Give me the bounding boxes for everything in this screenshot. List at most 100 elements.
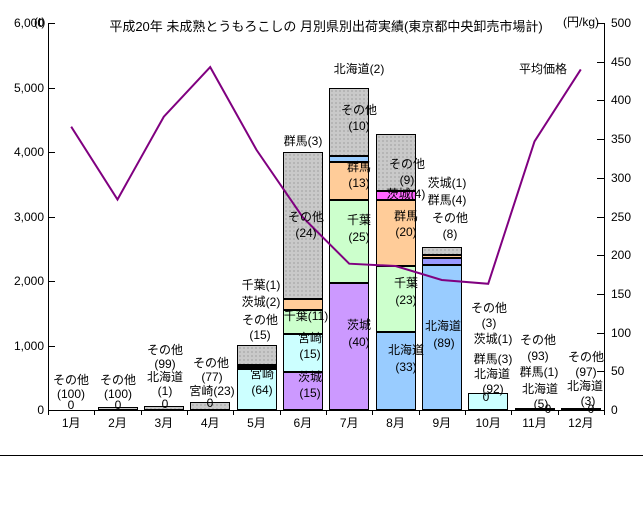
x-axis-tick xyxy=(48,410,49,415)
bar-segment-その他 xyxy=(190,401,231,410)
annotation: 茨城(1) xyxy=(427,176,467,190)
x-axis-tick xyxy=(94,410,96,415)
left-axis-tick-label: 1,000 xyxy=(13,338,44,353)
x-axis-month-label: 12月 xyxy=(568,416,594,430)
annotation: その他 xyxy=(146,343,183,357)
bottom-divider xyxy=(0,455,643,456)
annotation: その他 xyxy=(567,350,604,364)
annotation: 0 xyxy=(114,398,122,412)
left-axis-tick-label: 0 xyxy=(37,403,44,417)
annotation: 北海道 xyxy=(521,382,558,396)
right-axis-tick-label: 300 xyxy=(611,170,632,185)
x-axis-month-label: 8月 xyxy=(386,416,405,430)
annotation: 茨城(1) xyxy=(473,332,513,346)
annotation: 千葉(1) xyxy=(241,278,281,292)
right-axis-tick xyxy=(597,61,604,63)
annotation: 群馬 xyxy=(393,209,418,223)
bar-segment-千葉 xyxy=(236,365,277,368)
annotation: 茨城(4) xyxy=(386,187,426,201)
bar-segment-北海道 xyxy=(468,392,509,410)
annotation: その他 xyxy=(192,356,229,370)
annotation: 千葉 xyxy=(393,276,418,290)
annotation: (9) xyxy=(399,173,415,187)
right-axis-tick-label: 500 xyxy=(611,16,632,30)
right-axis-tick-label: 450 xyxy=(611,54,632,69)
annotation: 0 xyxy=(206,396,214,410)
right-axis-tick-label: 100 xyxy=(611,325,632,340)
right-axis-tick-label: 250 xyxy=(611,209,632,224)
bar-segment-群馬 xyxy=(282,299,323,311)
annotation: その他 xyxy=(470,301,507,315)
annotation: 茨城(2) xyxy=(241,295,281,309)
annotation: 群馬 xyxy=(346,160,371,174)
right-axis-tick-label: 350 xyxy=(611,132,632,147)
left-axis-tick-label: 5,000 xyxy=(13,80,44,95)
x-axis-tick xyxy=(187,410,188,415)
left-axis-tick-label: 4,000 xyxy=(13,145,44,159)
x-axis-tick xyxy=(604,410,605,415)
annotation: 茨城 xyxy=(346,318,371,332)
x-axis-tick xyxy=(326,410,327,415)
x-axis-month-label: 1月 xyxy=(61,416,81,430)
bar-segment-北海道 xyxy=(421,264,462,410)
left-axis-tick xyxy=(48,216,55,218)
x-axis-tick xyxy=(557,410,559,415)
x-axis-tick xyxy=(418,410,420,415)
annotation: (15) xyxy=(299,347,321,361)
annotation: 宮崎 xyxy=(297,331,322,345)
annotation: 千葉 xyxy=(346,213,371,227)
bar-segment-茨城 xyxy=(329,282,370,410)
left-axis-tick xyxy=(48,410,55,411)
right-axis-tick xyxy=(597,410,604,411)
annotation: 茨城 xyxy=(297,370,322,384)
annotation: (99) xyxy=(154,357,176,371)
right-axis-tick xyxy=(597,100,604,102)
annotation: その他 xyxy=(287,210,324,224)
left-axis-tick xyxy=(48,87,55,89)
annotation: (5) xyxy=(533,397,549,411)
annotation: 群馬(3) xyxy=(283,134,323,148)
annotation: (97) xyxy=(575,365,597,379)
right-axis-tick-label: 50 xyxy=(611,364,625,379)
bar-segment-その他 xyxy=(560,408,601,410)
x-axis-month-label: 3月 xyxy=(154,416,174,430)
bar-segment-千葉 xyxy=(375,266,416,332)
left-axis-tick-label: 3,000 xyxy=(13,209,44,224)
annotation: (3) xyxy=(481,316,497,330)
right-axis-unit-label: (円/kg) xyxy=(563,15,600,29)
annotation: (100) xyxy=(56,387,85,401)
annotation: 北海道 xyxy=(146,370,183,384)
right-axis-tick-label: 200 xyxy=(611,248,632,263)
right-axis-tick xyxy=(597,332,604,334)
annotation: 0 xyxy=(161,397,169,411)
right-axis-tick xyxy=(597,371,604,373)
right-axis-tick xyxy=(597,216,604,218)
bar-segment-その他 xyxy=(514,408,555,410)
annotation: 群馬(1) xyxy=(519,365,559,379)
left-axis-tick xyxy=(48,152,55,153)
bar-segment-宮崎 xyxy=(236,369,277,410)
right-axis-tick-label: 400 xyxy=(611,93,632,108)
x-axis-month-label: 6月 xyxy=(293,416,313,430)
annotation: 群馬(3) xyxy=(473,352,513,366)
annotation: 北海道 xyxy=(566,379,603,393)
annotation: (24) xyxy=(295,226,317,240)
annotation: 宮崎 xyxy=(249,367,274,381)
x-axis-month-label: 7月 xyxy=(339,416,359,430)
right-axis-tick-label: 0 xyxy=(611,403,618,417)
x-axis-tick xyxy=(465,410,466,415)
annotation: その他 xyxy=(52,373,89,387)
annotation: 宮崎(23) xyxy=(189,384,235,398)
annotation: (15) xyxy=(249,328,271,342)
right-axis-tick xyxy=(597,293,604,295)
annotation: 群馬(4) xyxy=(427,193,467,207)
annotation: (100) xyxy=(103,387,132,401)
bar-segment-群馬 xyxy=(375,200,416,267)
bar-segment-群馬 xyxy=(329,161,370,200)
bar-segment-北海道 xyxy=(375,331,416,410)
x-axis-month-label: 4月 xyxy=(200,416,220,430)
annotation: (40) xyxy=(348,335,370,349)
bar-segment-茨城 xyxy=(375,191,416,201)
